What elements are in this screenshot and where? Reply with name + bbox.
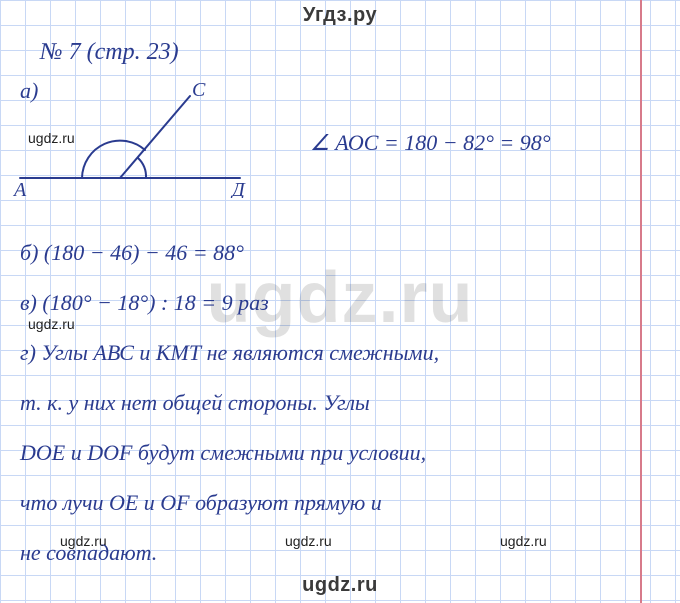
part-v-text: в) (180° − 18°) : 18 = 9 раз bbox=[20, 290, 269, 315]
site-name-top: Угдз.ру bbox=[0, 4, 680, 27]
part-g-line3: DОЕ и DОF будут смежными при условии, bbox=[20, 440, 426, 465]
part-g-line1: г) Углы АВС и КМТ не являются смежными, bbox=[20, 340, 439, 365]
point-c-label: C bbox=[192, 79, 206, 101]
notebook-margin-line bbox=[640, 0, 642, 603]
part-g-line4: что лучи ОЕ и ОF образуют прямую и bbox=[20, 490, 382, 515]
point-a-label: A bbox=[12, 179, 27, 198]
part-a-equation: ∠ АОС = 180 − 82° = 98° bbox=[310, 130, 551, 155]
part-b-text: б) (180 − 46) − 46 = 88° bbox=[20, 240, 244, 265]
site-domain-bottom: ugdz.ru bbox=[0, 574, 680, 597]
angle-diagram: A C Д bbox=[10, 78, 260, 198]
exercise-header: № 7 (стр. 23) bbox=[40, 40, 179, 65]
point-d-label: Д bbox=[230, 179, 246, 198]
part-g-line2: т. к. у них нет общей стороны. Углы bbox=[20, 390, 370, 415]
part-g-line5: не совпадают. bbox=[20, 540, 157, 565]
